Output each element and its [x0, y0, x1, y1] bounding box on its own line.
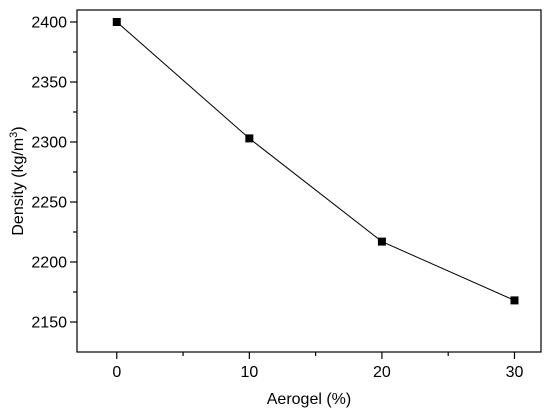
x-tick-label: 0 — [112, 364, 121, 381]
y-tick-label: 2350 — [31, 75, 67, 92]
data-point-marker — [245, 134, 254, 143]
x-tick-label: 20 — [373, 364, 391, 381]
y-axis-label-close: ) — [10, 126, 27, 131]
y-axis-label: Density (kg/m3) — [8, 126, 27, 235]
data-point-marker — [377, 237, 386, 246]
y-tick-label: 2300 — [31, 135, 67, 152]
series-markers — [112, 18, 519, 305]
data-point-marker — [112, 18, 121, 26]
x-axis-label: Aerogel (%) — [267, 391, 351, 408]
x-tick-label: 10 — [240, 364, 258, 381]
data-point-marker — [510, 296, 519, 305]
y-axis-tick-labels: 2150 2200 2250 2300 2350 2400 — [31, 15, 67, 332]
y-tick-label: 2400 — [31, 15, 67, 32]
x-axis-tick-labels: 0 10 20 30 — [112, 364, 523, 381]
y-axis-ticks — [70, 21, 77, 323]
x-axis-ticks — [116, 352, 516, 359]
y-tick-label: 2150 — [31, 315, 67, 332]
plot-area-frame — [76, 9, 542, 353]
y-tick-label: 2250 — [31, 195, 67, 212]
x-tick-label: 30 — [506, 364, 524, 381]
y-axis-label-superscript: 3 — [8, 132, 20, 138]
y-tick-label: 2200 — [31, 255, 67, 272]
series-line — [116, 21, 515, 301]
y-axis-label-main: Density (kg/m — [10, 138, 27, 236]
